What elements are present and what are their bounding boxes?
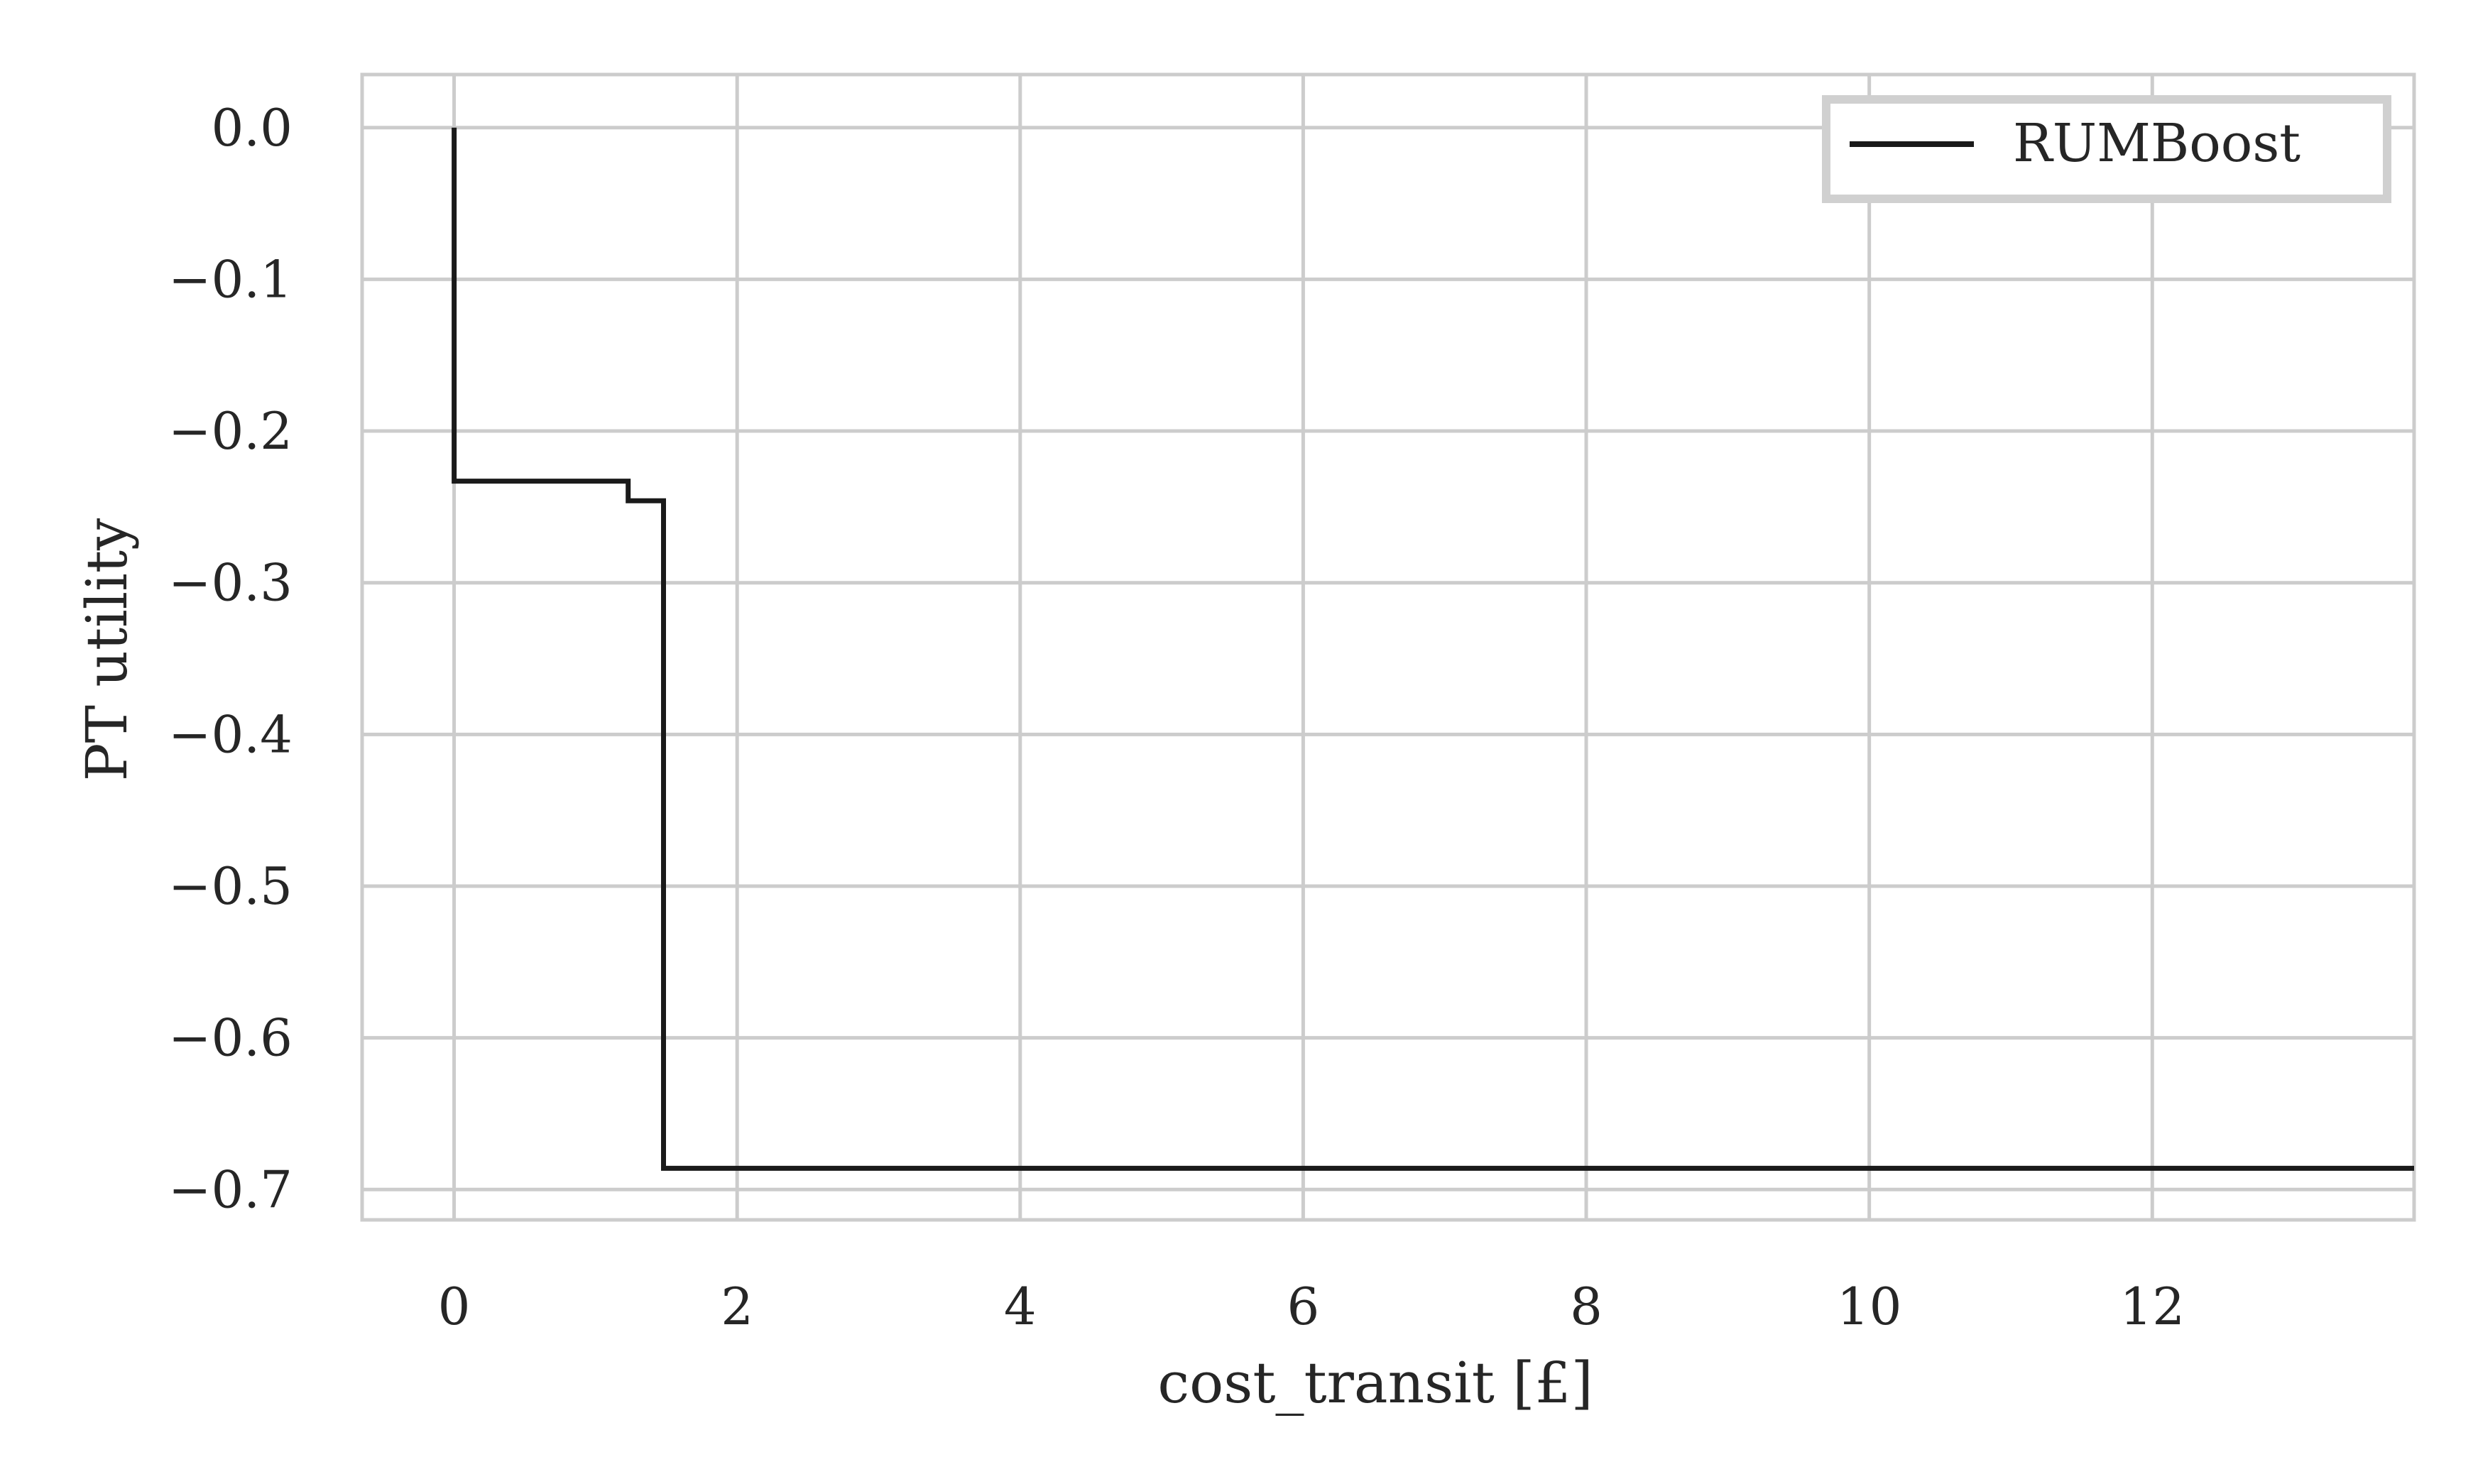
y-tick-label: −0.1 [168,249,293,309]
x-axis-label: cost_transit [£] [1157,1350,1593,1416]
y-tick-labels: 0.0 −0.1 −0.2 −0.3 −0.4 −0.5 −0.6 −0.7 [168,98,293,1219]
y-tick-label: −0.5 [168,856,293,916]
x-tick-label: 6 [1287,1277,1320,1336]
series-layer [452,127,2414,1171]
legend: RUMBoost [1822,95,2391,203]
x-tick-labels: 0 2 4 6 8 10 12 [438,1277,2185,1336]
y-gridlines [362,126,2414,1191]
y-axis-label: PT utility [74,518,140,781]
legend-box [1822,95,2391,203]
x-tick-label: 10 [1837,1277,1902,1336]
x-tick-label: 2 [721,1277,753,1336]
y-tick-label: −0.3 [168,553,293,613]
x-gridlines [452,75,2154,1220]
x-tick-label: 8 [1570,1277,1603,1336]
y-tick-label: 0.0 [211,98,293,158]
x-tick-label: 0 [438,1277,471,1336]
y-tick-label: −0.7 [168,1160,293,1219]
legend-label-rumboost: RUMBoost [2013,113,2300,174]
x-tick-label: 12 [2119,1277,2185,1336]
series-line-rumboost [452,127,2414,1171]
x-tick-label: 4 [1004,1277,1037,1336]
y-tick-label: −0.4 [168,704,293,764]
plot-frame [360,72,2416,1222]
y-tick-label: −0.6 [168,1008,293,1068]
y-tick-label: −0.2 [168,401,293,461]
